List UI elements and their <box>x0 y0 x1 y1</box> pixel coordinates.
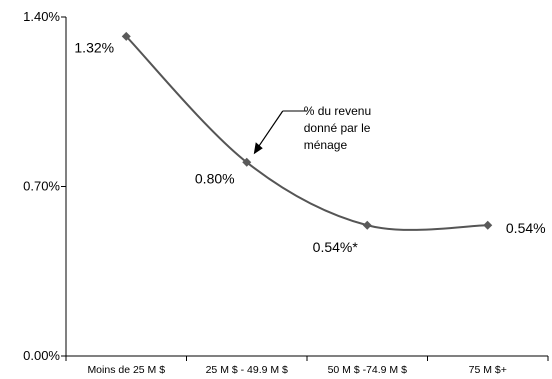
y-tick-label: 1.40% <box>23 9 60 24</box>
y-tick-label: 0.70% <box>23 179 60 194</box>
annotation: % du revenu donné par le ménage <box>253 104 371 155</box>
x-tick-label: 25 M $ - 49.9 M $ <box>206 364 288 376</box>
series-group: 1.32% 0.80% 0.54%* 0.54% <box>74 31 546 255</box>
annotation-text: donné par le <box>304 121 371 135</box>
y-tick-label: 0.00% <box>23 348 60 363</box>
annotation-arrow-line <box>256 110 284 150</box>
data-point-marker <box>242 157 252 167</box>
annotation-text: % du revenu <box>304 104 371 118</box>
annotation-arrow-head <box>253 142 263 155</box>
data-label: 1.32% <box>74 39 114 55</box>
annotation-text: ménage <box>304 138 348 152</box>
data-point-marker <box>362 220 372 230</box>
x-tick-label: 50 M $ -74.9 M $ <box>328 364 408 376</box>
data-point-marker <box>121 31 131 41</box>
data-point-marker <box>483 220 493 230</box>
data-label: 0.54% <box>506 220 546 236</box>
y-ticks: 0.00% 0.70% 1.40% <box>23 9 66 363</box>
x-tick-label: Moins de 25 M $ <box>87 364 165 376</box>
x-ticks: Moins de 25 M $ 25 M $ - 49.9 M $ 50 M $ -… <box>65 356 549 376</box>
data-label: 0.54%* <box>313 239 359 255</box>
series-line <box>125 35 488 231</box>
data-label: 0.80% <box>195 170 235 186</box>
axes <box>65 17 548 357</box>
x-tick-label: 75 M $+ <box>469 364 507 376</box>
